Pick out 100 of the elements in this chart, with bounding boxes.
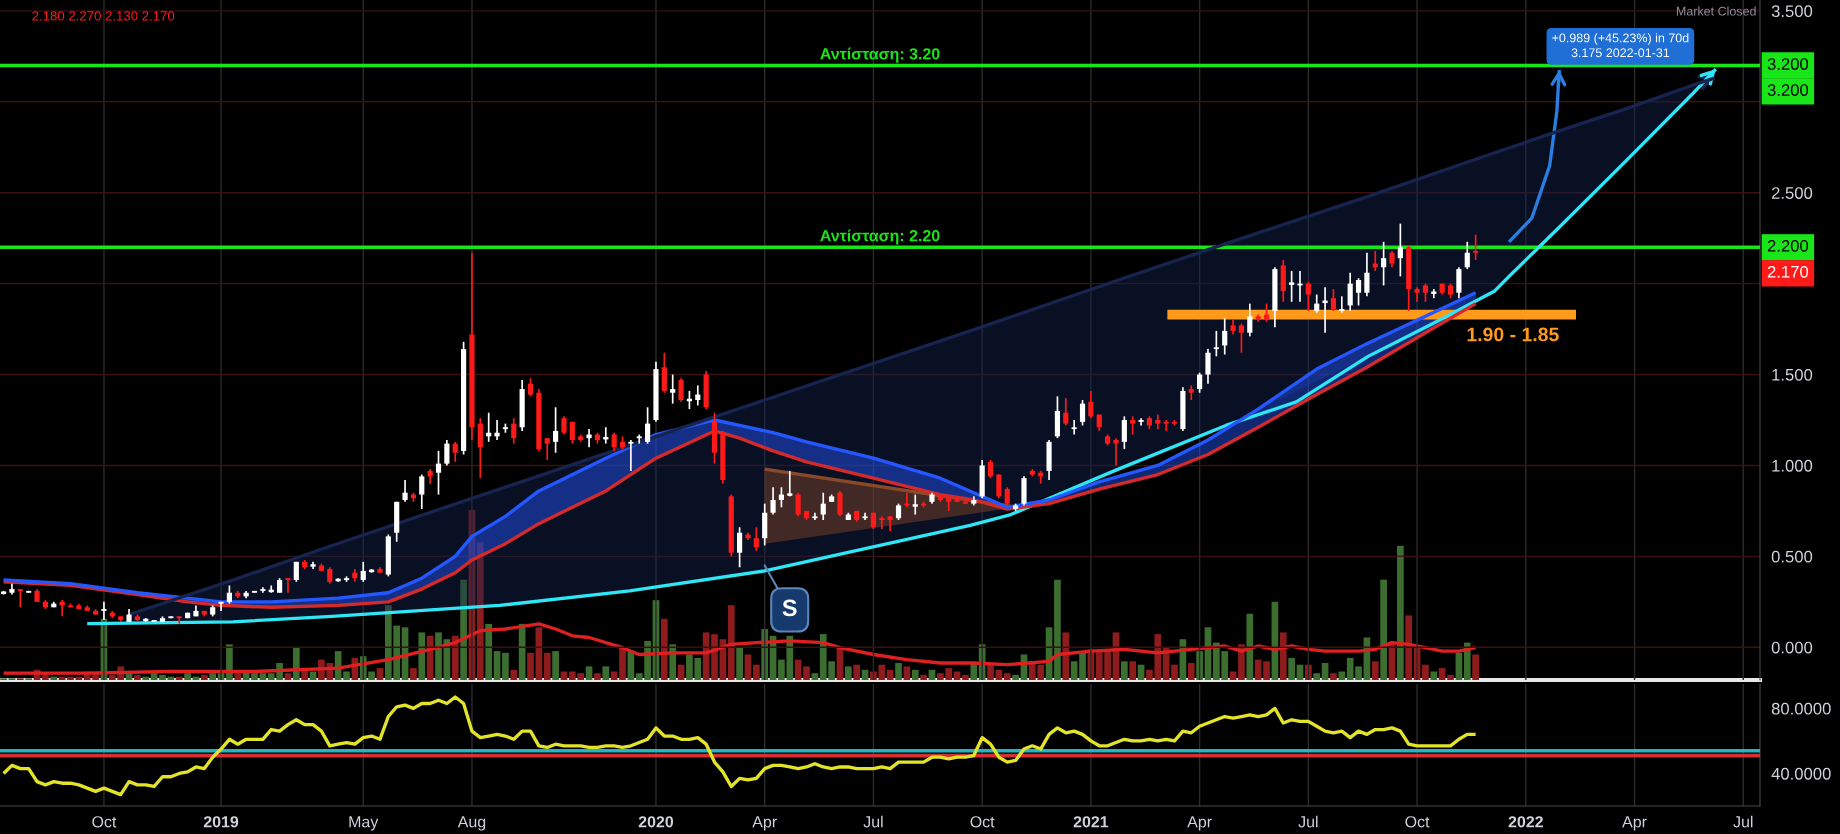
candlestick: [1414, 286, 1420, 303]
bar: [451, 635, 459, 680]
bar: [184, 673, 191, 680]
candlestick: [176, 615, 182, 625]
candlestick: [1305, 280, 1311, 312]
x-tick-label: Aug: [457, 816, 486, 831]
bar: [1187, 663, 1195, 680]
bar: [803, 666, 810, 680]
text: 2.170: [1767, 265, 1809, 278]
candlestick: [1121, 415, 1127, 450]
bar: [435, 632, 442, 680]
bar: [552, 651, 559, 680]
candlestick: [1079, 399, 1086, 427]
x-tick-label: Oct: [970, 816, 995, 828]
x-tick-label: 2022: [1508, 816, 1543, 828]
bar: [1430, 671, 1438, 680]
bar: [585, 666, 593, 680]
bar: [1003, 673, 1011, 680]
y-tick-label: 40.0000: [1771, 767, 1831, 780]
candlestick: [1071, 419, 1077, 436]
bar: [476, 542, 484, 680]
candlestick: [1347, 271, 1353, 312]
x-tick-label: Jul: [863, 815, 883, 828]
candlestick: [987, 459, 994, 480]
bar: [410, 668, 417, 680]
bar: [175, 676, 183, 680]
bar: [234, 673, 242, 680]
bar: [1338, 671, 1346, 680]
ref-line-label: Αντίσταση: 3.20: [820, 47, 940, 63]
bar: [1371, 661, 1379, 680]
candlestick: [1330, 288, 1337, 312]
ref-line-label: Αντίσταση: 2.20: [820, 229, 940, 245]
bar: [502, 652, 509, 680]
bar: [1062, 632, 1070, 680]
candlestick: [1088, 390, 1094, 420]
bar: [752, 664, 760, 680]
candlestick: [1314, 293, 1320, 314]
annotation: 2.180 2.270 2.130 2.170: [32, 11, 175, 21]
bar: [669, 644, 677, 680]
bar: [886, 669, 894, 680]
bar: [911, 669, 919, 680]
bar: [711, 634, 718, 680]
bar: [1313, 673, 1321, 680]
x-tick-label: Jul: [1298, 815, 1318, 828]
candlestick: [628, 439, 634, 472]
annotation: 3.200: [1767, 58, 1809, 70]
bar: [962, 674, 969, 680]
x-tick-label: May: [349, 816, 379, 831]
candlestick: [611, 431, 617, 452]
y-tick-label: 0.500: [1771, 550, 1813, 563]
candlestick: [1222, 317, 1228, 356]
x-tick-label: Oct: [92, 816, 117, 828]
candlestick: [753, 526, 759, 552]
candlestick: [1397, 222, 1403, 278]
y-tick-label: 0.000: [1771, 641, 1813, 654]
bar: [226, 644, 233, 680]
x-tick-label: Apr: [1187, 816, 1212, 831]
candlestick: [1197, 371, 1203, 394]
candlestick: [1163, 419, 1169, 432]
candlestick: [586, 428, 592, 449]
candlestick: [1464, 240, 1470, 270]
candlestick: [477, 417, 483, 480]
candlestick: [561, 415, 567, 436]
bar: [67, 676, 74, 680]
candlestick: [837, 490, 843, 518]
x-tick-label: Oct: [1405, 816, 1430, 828]
line-series: [1, 695, 1478, 797]
bar: [418, 632, 426, 680]
annotation: 2.200: [1767, 239, 1809, 252]
candlestick: [1456, 266, 1462, 300]
bar: [1246, 613, 1254, 680]
bar: [853, 664, 861, 680]
bar: [920, 674, 927, 680]
candlestick: [1004, 486, 1010, 507]
bar: [895, 663, 902, 680]
annotation: S: [782, 599, 797, 617]
bar: [744, 654, 752, 680]
candlestick: [402, 479, 408, 503]
bar: [727, 605, 735, 680]
candlestick: [527, 377, 534, 398]
candlestick: [1364, 251, 1370, 298]
bar: [602, 666, 610, 680]
candlestick: [553, 406, 559, 454]
bar: [660, 618, 668, 680]
bar: [259, 673, 267, 680]
candlestick: [226, 584, 232, 605]
bar: [134, 674, 141, 680]
bar: [543, 652, 551, 680]
bar: [736, 647, 743, 680]
bar: [343, 671, 350, 680]
bar: [159, 674, 166, 680]
bar: [485, 623, 493, 680]
bar: [1472, 654, 1479, 680]
annotation: Market Closed: [1676, 6, 1756, 16]
y-tick-label: 1.500: [1772, 368, 1813, 381]
bar: [594, 673, 601, 680]
x-tick-label: Apr: [752, 816, 777, 831]
bar: [1330, 673, 1337, 680]
candlestick: [645, 406, 651, 445]
candlestick: [1321, 286, 1329, 334]
